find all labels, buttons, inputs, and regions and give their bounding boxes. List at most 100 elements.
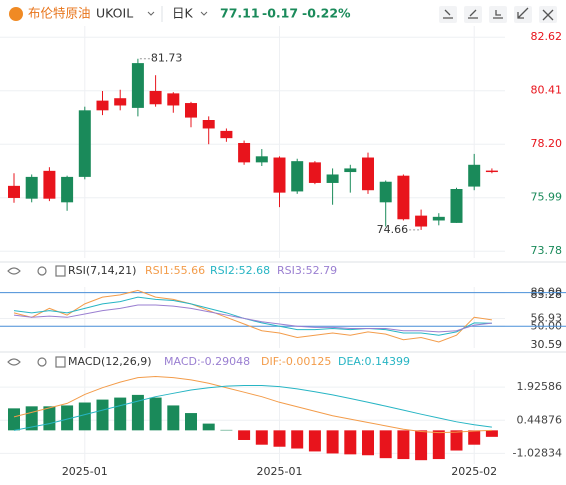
macd-bar <box>185 413 197 431</box>
indicator-line <box>13 375 492 434</box>
macd-bar <box>220 429 233 431</box>
legend-entry: MACD:-0.29048 <box>164 355 250 368</box>
eye-icon[interactable] <box>7 267 21 275</box>
macd-bar <box>379 430 392 459</box>
candle-body <box>255 156 268 163</box>
y-tick-label: 56.93 <box>531 312 563 325</box>
change: -0.17 <box>262 6 298 21</box>
y-tick-label: 0.44876 <box>517 413 563 426</box>
macd-bar <box>43 406 56 431</box>
macd-bar <box>344 430 357 455</box>
macd-bar <box>291 430 304 449</box>
dropdown-arrow[interactable] <box>200 11 208 16</box>
macd-bar <box>468 430 481 445</box>
macd-bar <box>78 402 91 431</box>
y-range-label: 83.28 <box>531 288 563 301</box>
macd-bar <box>238 430 251 440</box>
change-percent: -0.22% <box>302 6 351 21</box>
candle-body <box>432 216 445 221</box>
toolbar <box>439 6 557 23</box>
tool-icon <box>468 9 478 19</box>
tool-icon <box>443 9 453 19</box>
macd-bar <box>273 430 286 447</box>
macd-bar <box>326 430 339 454</box>
tool-button[interactable] <box>464 6 482 23</box>
legend-entry: RSI1:55.66 <box>145 264 205 277</box>
candle-body <box>291 161 304 192</box>
candle-body <box>220 130 233 139</box>
legend-entry: DIF:-0.00125 <box>261 355 331 368</box>
y-tick-label: 1.92586 <box>517 380 563 393</box>
y-tick-label: -1.02834 <box>513 446 562 459</box>
dropdown-arrow[interactable] <box>147 11 155 16</box>
candle-body <box>202 120 215 129</box>
indicator-line <box>13 304 492 333</box>
period[interactable]: 日K <box>172 6 194 21</box>
indicator-title: MACD(12,26,9) <box>68 355 152 368</box>
tool-button[interactable] <box>514 6 532 23</box>
macd-bar <box>415 430 428 461</box>
candle-body <box>308 162 321 183</box>
x-tick-label: 2025-01 <box>62 465 108 478</box>
indicator-line <box>13 296 492 336</box>
menu-icon[interactable] <box>55 265 66 277</box>
y-tick-label: 73.78 <box>531 244 563 257</box>
x-tick-label: 2025-02 <box>451 465 497 478</box>
candle-body <box>96 100 109 111</box>
y-tick-label: 82.62 <box>531 30 563 43</box>
candle-body <box>149 90 162 105</box>
candle-body <box>415 215 428 227</box>
indicator-line <box>13 289 492 343</box>
candle-body <box>273 157 286 193</box>
macd-bar <box>308 430 321 452</box>
macd-bar <box>114 397 127 431</box>
legend-entry: RSI3:52.79 <box>277 264 337 277</box>
tool-icon <box>493 10 503 19</box>
indicator-controls <box>7 265 66 368</box>
legend-entry: DEA:0.14399 <box>338 355 410 368</box>
macd-bar <box>397 430 410 460</box>
gear-icon[interactable] <box>37 266 47 276</box>
gear-icon[interactable] <box>37 357 47 367</box>
macd-bar <box>362 430 374 456</box>
macd-bar <box>96 399 109 431</box>
indicator-title: RSI(7,14,21) <box>68 264 136 277</box>
candle-body <box>25 176 38 199</box>
macd-bar <box>202 423 215 431</box>
candle-body <box>450 189 463 223</box>
macd-bar <box>255 430 268 445</box>
candle-body <box>238 143 251 163</box>
macd-bar <box>432 430 445 460</box>
macd-bar <box>450 430 463 451</box>
symbol[interactable]: UKOIL <box>96 6 133 21</box>
candle-body <box>167 93 180 106</box>
macd-bar <box>131 394 144 431</box>
candle-body <box>185 103 197 118</box>
macd-bar <box>8 408 20 431</box>
candle-body <box>344 168 357 173</box>
candle-body <box>468 164 481 187</box>
menu-icon[interactable] <box>55 356 66 368</box>
tool-icon <box>542 9 554 21</box>
tool-icon <box>517 7 529 19</box>
macd-bar <box>167 405 180 431</box>
macd-bar <box>149 397 162 431</box>
x-tick-label: 2025-01 <box>257 465 303 478</box>
tool-button[interactable] <box>439 6 457 23</box>
indicator-line <box>13 384 492 431</box>
y-range-label: 30.59 <box>531 338 563 351</box>
candle-body <box>8 185 20 198</box>
instrument-name: 布伦特原油 <box>28 6 91 21</box>
max-label: 81.73 <box>151 52 183 65</box>
macd-bar <box>61 405 74 431</box>
candle-body <box>78 110 91 177</box>
candle-body <box>362 157 374 191</box>
min-label: 74.66 <box>377 223 409 236</box>
eye-icon[interactable] <box>7 358 21 366</box>
candle-body <box>485 170 498 173</box>
candle-body <box>61 176 74 203</box>
legend-entry: RSI2:52.68 <box>210 264 270 277</box>
candle-body <box>114 98 127 106</box>
y-tick-label: 75.99 <box>531 191 563 204</box>
